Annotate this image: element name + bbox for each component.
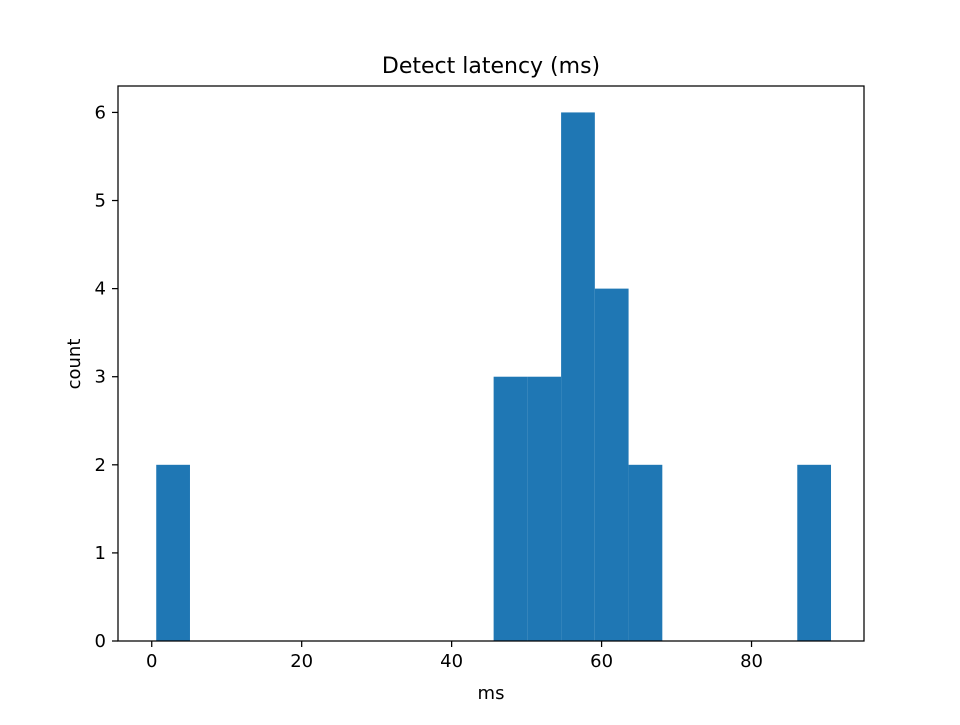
histogram-bar-19 [797,464,832,641]
histogram-bar-14 [628,464,663,641]
x-axis-label: ms [478,683,505,704]
y-axis-ticks: 0 1 2 3 4 5 6 [95,102,118,652]
x-tick-label: 0 [146,651,157,672]
x-axis-ticks: 0 20 40 60 80 [146,641,763,672]
bars-group [156,112,832,641]
y-tick-label: 5 [95,191,106,212]
x-tick-label: 40 [440,651,463,672]
y-tick-label: 3 [95,367,106,388]
x-tick-label: 20 [290,651,313,672]
y-axis-label: count [64,339,85,390]
y-tick-label: 1 [95,543,106,564]
histogram-bar-0 [156,464,190,641]
histogram-bar-13 [594,288,629,641]
x-tick-label: 80 [740,651,763,672]
y-tick-label: 4 [95,279,106,300]
plot-frame [117,85,865,642]
y-tick-label: 0 [95,631,106,652]
chart-title: Detect latency (ms) [382,54,600,79]
histogram-bar-11 [527,376,562,641]
y-tick-label: 6 [95,102,106,123]
x-tick-label: 60 [590,651,613,672]
histogram-bar-10 [493,376,528,641]
histogram-bar-12 [561,112,595,641]
y-tick-label: 2 [95,455,106,476]
